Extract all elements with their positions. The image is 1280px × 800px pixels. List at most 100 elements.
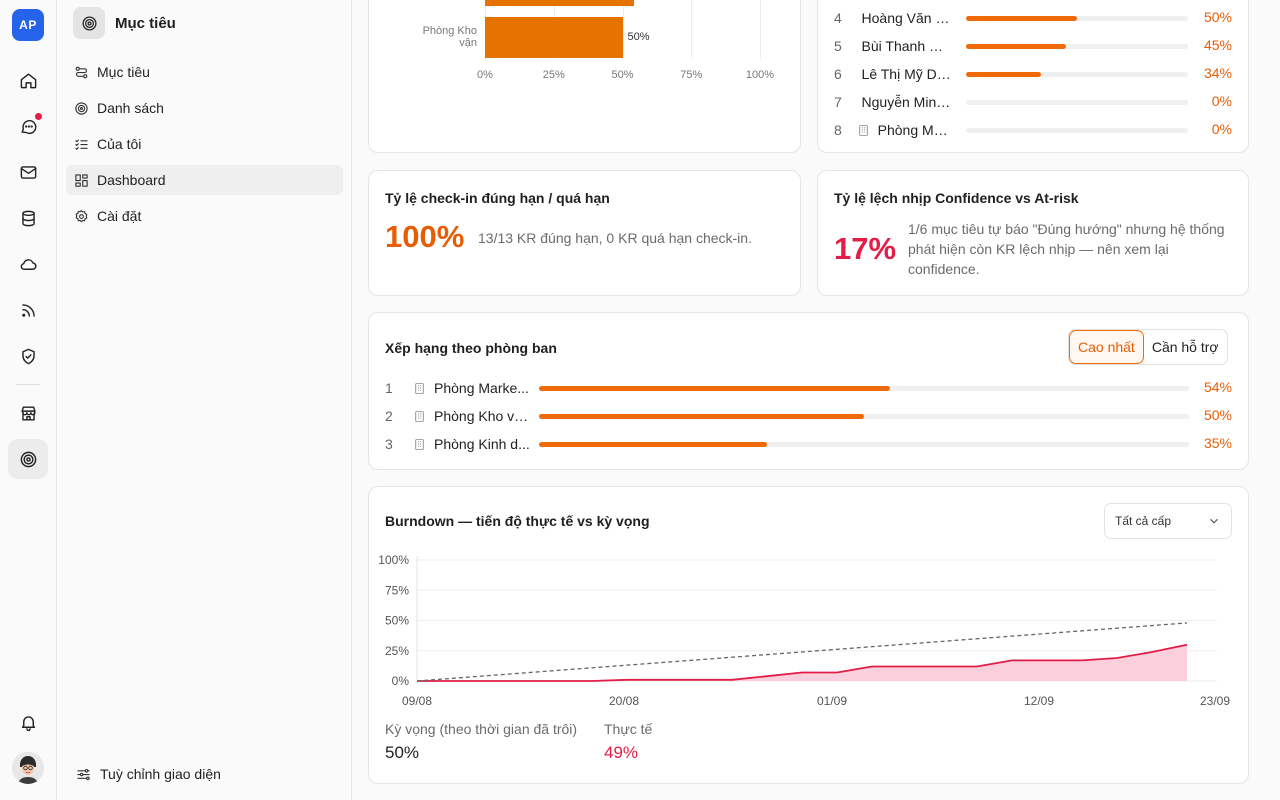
actual-label: Thực tế xyxy=(604,721,653,737)
app-logo[interactable]: AP xyxy=(12,9,44,41)
expected-series-line xyxy=(416,622,1188,682)
toggle-need-support[interactable]: Cần hỗ trợ xyxy=(1151,339,1219,355)
progress-track xyxy=(966,72,1188,77)
list-item[interactable]: 8 Phòng Marke... xyxy=(834,120,952,140)
list-item[interactable]: 1 Phòng Marke... xyxy=(385,378,535,398)
toggle-highest[interactable]: Cao nhất xyxy=(1069,330,1144,364)
progress-track xyxy=(966,128,1188,133)
chart-tick-label: 75% xyxy=(680,69,703,81)
y-tick-label: 50% xyxy=(385,614,409,628)
burndown-card: Burndown — tiến độ thực tế vs kỳ vọng Tấ… xyxy=(368,486,1249,784)
rank-name: Hoàng Văn P... xyxy=(861,10,952,26)
list-item[interactable]: 2 Phòng Kho vậ... xyxy=(385,406,535,426)
rank-percent: 0% xyxy=(1211,121,1232,137)
checklist-icon xyxy=(75,139,88,150)
rank-number: 7 xyxy=(834,94,842,110)
notification-dot xyxy=(35,113,42,120)
individual-ranking-card: 4 Hoàng Văn P... 50% 5 Bùi Thanh Sơn 45% 6 Lê T… xyxy=(817,0,1249,153)
level-filter-select[interactable]: Tất cả cấp xyxy=(1104,503,1232,539)
y-tick-label: 25% xyxy=(385,644,409,658)
ranking-toggle: Cao nhất Cần hỗ trợ xyxy=(1068,329,1228,365)
rank-percent: 50% xyxy=(1203,407,1232,423)
chart-bar xyxy=(485,0,634,6)
rank-number: 4 xyxy=(834,10,842,26)
x-tick-label: 12/09 xyxy=(1024,694,1054,708)
rank-name: Phòng Kinh d... xyxy=(434,436,530,452)
confidence-desc-line: 1/6 mục tiêu tự báo "Đúng hướng" nhưng h… xyxy=(908,221,1225,237)
chart-tick-label: 50% xyxy=(611,69,634,81)
store-icon[interactable] xyxy=(14,399,42,427)
sidebar: Mục tiêu Mục tiêu Danh sách Của tôi Dash… xyxy=(57,0,352,800)
rank-percent: 45% xyxy=(1203,37,1232,53)
chart-gridline xyxy=(760,0,761,59)
chart-data-label: 50% xyxy=(627,31,650,43)
x-tick-label: 23/09 xyxy=(1200,694,1230,708)
checkin-card: Tỷ lệ check-in đúng hạn / quá hạn 100% 1… xyxy=(368,170,801,296)
progress-fill xyxy=(539,386,890,391)
sidebar-item-settings[interactable]: Cài đặt xyxy=(66,201,343,231)
sidebar-header: Mục tiêu xyxy=(73,7,176,39)
chart-category-label: Phòng Kho vận xyxy=(422,25,477,49)
target-icon[interactable] xyxy=(8,439,48,479)
sidebar-item-list[interactable]: Danh sách xyxy=(66,93,343,123)
cloud-icon[interactable] xyxy=(14,250,42,278)
avatar[interactable] xyxy=(12,752,44,784)
rank-name: Lê Thị Mỹ Du... xyxy=(861,66,952,82)
building-icon xyxy=(413,382,434,395)
list-item[interactable]: 3 Phòng Kinh d... xyxy=(385,434,535,454)
progress-track xyxy=(966,16,1188,21)
y-tick-label: 100% xyxy=(378,553,409,567)
chart-gridline xyxy=(691,0,693,59)
sidebar-title: Mục tiêu xyxy=(115,14,176,32)
dept-progress-card: 0% 25% 50% 75% 100% Phòng Kho vận 50% xyxy=(368,0,801,153)
checkin-desc: 13/13 KR đúng hạn, 0 KR quá hạn check-in… xyxy=(478,230,752,246)
rail-divider xyxy=(16,384,40,385)
list-item[interactable]: 4 Hoàng Văn P... xyxy=(834,8,952,28)
sidebar-item-goals[interactable]: Mục tiêu xyxy=(66,57,343,87)
burndown-svg: 100% 75% 50% 25% 0% 09/08 20/08 01/09 12/09 23/09 xyxy=(378,553,1230,708)
confidence-desc: 1/6 mục tiêu tự báo "Đúng hướng" nhưng h… xyxy=(908,219,1238,279)
rank-number: 6 xyxy=(834,66,842,82)
chart-tick-label: 25% xyxy=(542,69,565,81)
progress-track xyxy=(539,442,1189,447)
bell-icon[interactable] xyxy=(14,708,42,736)
sidebar-item-label: Dashboard xyxy=(97,172,166,188)
x-tick-label: 20/08 xyxy=(609,694,639,708)
chat-icon[interactable] xyxy=(14,112,42,140)
checkin-title: Tỷ lệ check-in đúng hạn / quá hạn xyxy=(385,190,610,206)
confidence-value: 17% xyxy=(834,231,897,266)
level-filter-value: Tất cả cấp xyxy=(1115,514,1172,528)
actual-value: 49% xyxy=(604,743,639,762)
home-icon[interactable] xyxy=(14,66,42,94)
progress-track xyxy=(966,44,1188,49)
list-item[interactable]: 6 Lê Thị Mỹ Du... xyxy=(834,64,952,84)
chart-tick-label: 0% xyxy=(477,69,493,81)
customize-ui-button[interactable]: Tuỳ chỉnh giao diện xyxy=(76,766,221,782)
building-icon xyxy=(413,410,434,423)
confidence-desc-line: confidence. xyxy=(908,261,980,277)
progress-track xyxy=(539,386,1189,391)
list-item[interactable]: 5 Bùi Thanh Sơn xyxy=(834,36,952,56)
rank-number: 2 xyxy=(385,408,393,424)
mail-icon[interactable] xyxy=(14,158,42,186)
rss-icon[interactable] xyxy=(14,296,42,324)
shield-icon[interactable] xyxy=(14,342,42,370)
dept-ranking-card: Xếp hạng theo phòng ban Cao nhất Cần hỗ … xyxy=(368,312,1249,470)
sidebar-item-label: Của tôi xyxy=(97,136,142,152)
confidence-card: Tỷ lệ lệch nhịp Confidence vs At-risk 17… xyxy=(817,170,1249,296)
rank-name: Phòng Marke... xyxy=(877,122,952,138)
app-rail: AP xyxy=(0,0,57,800)
building-icon xyxy=(413,438,434,451)
progress-fill xyxy=(539,442,767,447)
actual-series-line xyxy=(417,643,1188,682)
sidebar-item-mine[interactable]: Của tôi xyxy=(66,129,343,159)
list-item[interactable]: 7 Nguyễn Minh... xyxy=(834,92,952,112)
rank-name: Phòng Marke... xyxy=(434,380,529,396)
rank-number: 3 xyxy=(385,436,393,452)
database-icon[interactable] xyxy=(14,204,42,232)
sliders-icon xyxy=(77,768,90,780)
rank-number: 1 xyxy=(385,380,393,396)
confidence-desc-line: phát hiện còn KR lệch nhịp — nên xem lại xyxy=(908,241,1169,257)
x-tick-label: 01/09 xyxy=(817,694,847,708)
sidebar-item-dashboard[interactable]: Dashboard xyxy=(66,165,343,195)
